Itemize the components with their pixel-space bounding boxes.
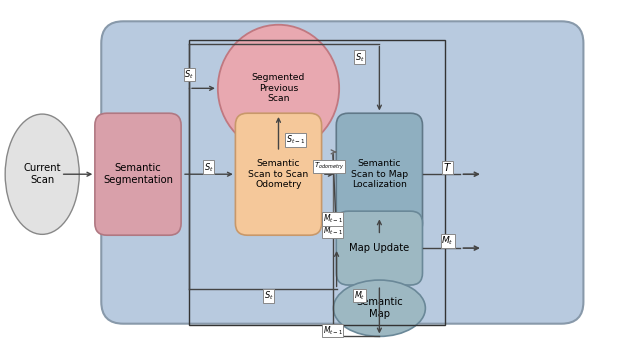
Text: Segmented
Previous
Scan: Segmented Previous Scan bbox=[252, 73, 305, 103]
Text: $M_t$: $M_t$ bbox=[442, 235, 454, 247]
Text: Map Update: Map Update bbox=[349, 243, 410, 253]
Text: Current
Scan: Current Scan bbox=[24, 164, 61, 185]
Text: $T$: $T$ bbox=[444, 161, 452, 173]
Text: Semantic
Scan to Scan
Odometry: Semantic Scan to Scan Odometry bbox=[248, 159, 308, 189]
Text: Semantic
Map: Semantic Map bbox=[356, 297, 403, 319]
FancyBboxPatch shape bbox=[336, 211, 422, 285]
Text: $S_t$: $S_t$ bbox=[204, 161, 214, 174]
FancyBboxPatch shape bbox=[236, 113, 321, 235]
Ellipse shape bbox=[333, 280, 426, 336]
Ellipse shape bbox=[218, 25, 339, 152]
Text: $M_{t-1}$: $M_{t-1}$ bbox=[323, 213, 343, 225]
Ellipse shape bbox=[5, 114, 79, 234]
Text: $T_{odometry}$: $T_{odometry}$ bbox=[314, 161, 344, 172]
Text: Semantic
Segmentation: Semantic Segmentation bbox=[103, 164, 173, 185]
FancyBboxPatch shape bbox=[101, 21, 584, 324]
Text: Semantic
Scan to Map
Localization: Semantic Scan to Map Localization bbox=[351, 159, 408, 189]
Text: $M_t$: $M_t$ bbox=[354, 289, 365, 302]
FancyBboxPatch shape bbox=[95, 113, 181, 235]
Text: $S_t$: $S_t$ bbox=[355, 51, 365, 63]
Text: $S_t$: $S_t$ bbox=[264, 290, 274, 303]
Text: $M_{t-1}$: $M_{t-1}$ bbox=[323, 324, 343, 337]
Text: $M_{t-1}$: $M_{t-1}$ bbox=[323, 225, 343, 237]
Text: $S_t$: $S_t$ bbox=[184, 68, 194, 81]
FancyBboxPatch shape bbox=[336, 113, 422, 235]
Text: $S_{t-1}$: $S_{t-1}$ bbox=[286, 134, 305, 146]
Bar bbox=[189, 40, 445, 325]
